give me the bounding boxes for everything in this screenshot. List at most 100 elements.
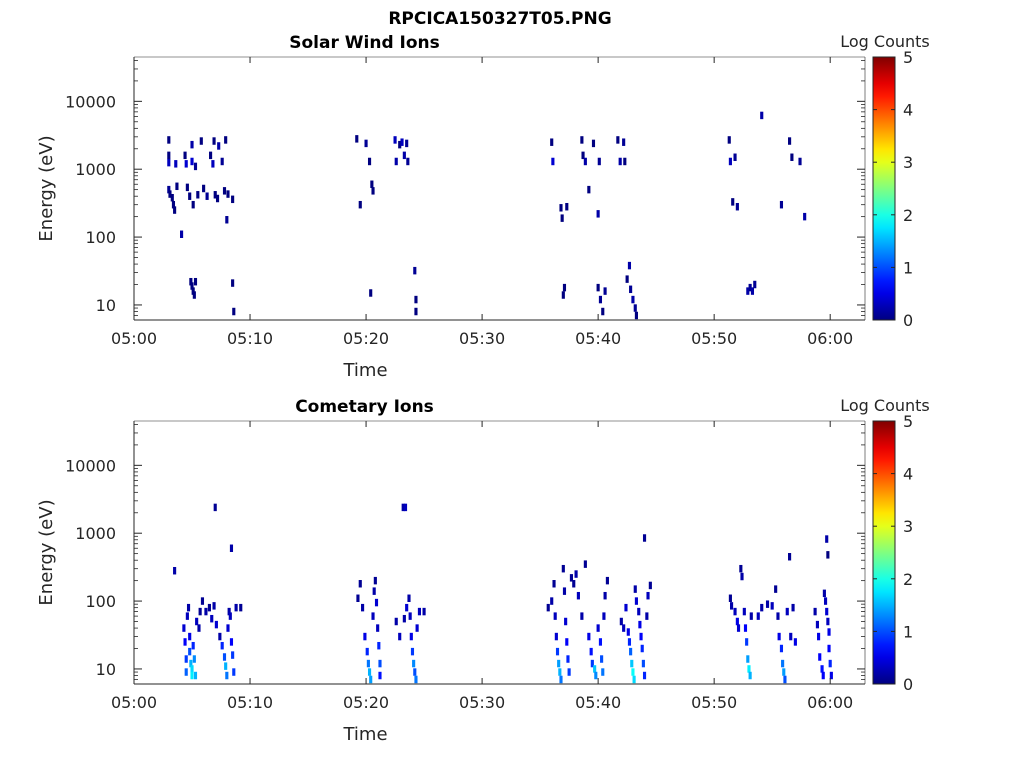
x-axis-label: Time: [342, 360, 387, 381]
colorbar-tick-label: 3: [903, 153, 913, 172]
figure-title: RPCICA150327T05.PNG: [388, 9, 611, 29]
heatmap-cell: [239, 603, 243, 612]
heatmap-cell: [234, 603, 238, 612]
heatmap-cell: [565, 202, 569, 211]
heatmap-cell: [560, 214, 564, 222]
heatmap-cell: [765, 600, 770, 608]
heatmap-cell: [600, 655, 604, 663]
heatmap-cell: [226, 624, 230, 632]
heatmap-cell: [624, 603, 628, 612]
heatmap-cell: [622, 624, 626, 632]
heatmap-cell: [184, 668, 188, 676]
heatmap-cell: [190, 140, 194, 149]
y-tick-label: 100: [85, 228, 116, 247]
heatmap-cell: [642, 671, 647, 680]
heatmap-cell: [198, 607, 202, 616]
heatmap-cell: [602, 612, 606, 620]
panel-title: Cometary Ions: [295, 397, 434, 417]
heatmap-cell: [633, 585, 637, 593]
heatmap-cell: [756, 612, 760, 620]
x-tick-label: 05:10: [227, 693, 273, 712]
x-tick-label: 05:30: [459, 693, 505, 712]
heatmap-cell: [412, 659, 416, 668]
x-tick-label: 05:00: [111, 693, 157, 712]
heatmap-cell: [225, 216, 229, 224]
heatmap-cell: [776, 612, 780, 620]
heatmap-cell: [167, 136, 171, 144]
heatmap-cell: [829, 671, 833, 680]
heatmap-cell: [193, 671, 198, 680]
heatmap-cell: [791, 603, 795, 612]
heatmap-cell: [167, 158, 171, 167]
heatmap-cell: [210, 614, 214, 623]
colorbar-tick-label: 4: [903, 101, 913, 120]
heatmap-cell: [590, 659, 594, 668]
heatmap-cell: [371, 187, 375, 195]
heatmap-cell: [562, 587, 567, 595]
heatmap-cell: [785, 607, 789, 616]
heatmap-cells: [173, 503, 833, 684]
heatmap-cell: [222, 653, 227, 661]
x-tick-label: 05:50: [691, 329, 737, 348]
heatmap-cell: [593, 665, 597, 673]
plot-area: [134, 57, 865, 320]
heatmap-cell: [405, 139, 409, 148]
colorbar-gradient: [872, 420, 896, 685]
heatmap-cell: [215, 194, 220, 203]
heatmap-cell: [626, 628, 630, 636]
heatmap-cell: [783, 675, 787, 684]
heatmap-cell: [191, 641, 195, 650]
heatmap-cell: [740, 572, 744, 581]
heatmap-cell: [204, 607, 208, 616]
heatmap-cell: [550, 597, 554, 605]
heatmap-cell: [185, 612, 189, 620]
heatmap-cell: [597, 157, 601, 166]
heatmap-cell: [825, 535, 829, 543]
heatmap-cell: [641, 659, 645, 668]
heatmap-cell: [170, 193, 174, 202]
heatmap-cell: [550, 138, 554, 146]
heatmap-cell: [205, 192, 209, 200]
heatmap-cell: [735, 202, 739, 211]
heatmap-cell: [817, 632, 821, 641]
heatmap-cell: [405, 603, 409, 612]
heatmap-cell: [190, 671, 194, 680]
heatmap-cell: [212, 137, 216, 145]
heatmap-cell: [558, 668, 562, 676]
heatmap-cell: [729, 602, 734, 610]
heatmap-cell: [400, 138, 404, 146]
heatmap-cell: [222, 187, 227, 195]
y-tick-label: 1000: [75, 160, 116, 179]
heatmap-cell: [566, 655, 570, 663]
heatmap-cell: [231, 279, 235, 287]
heatmap-cell: [361, 603, 365, 612]
heatmap-cell: [747, 665, 751, 673]
heatmap-cell: [409, 632, 413, 641]
heatmap-cell: [562, 283, 567, 292]
heatmap-cell: [189, 659, 193, 668]
heatmap-cell: [228, 612, 232, 620]
heatmap-cell: [413, 668, 417, 676]
heatmap-cell: [192, 291, 196, 299]
heatmap-cell: [627, 261, 632, 270]
heatmap-cell: [546, 603, 550, 612]
heatmap-cell: [173, 566, 177, 575]
heatmap-cell: [227, 607, 231, 616]
heatmap-cell: [402, 151, 406, 160]
heatmap-cell: [736, 624, 741, 632]
heatmap-cell: [173, 206, 177, 214]
y-tick-label: 10000: [65, 92, 116, 111]
heatmap-cell: [760, 111, 764, 120]
heatmap-cell: [781, 659, 785, 668]
heatmap-cell: [414, 675, 418, 684]
x-tick-label: 05:40: [575, 329, 621, 348]
heatmap-cell: [598, 638, 603, 646]
x-tick-label: 05:20: [343, 693, 389, 712]
heatmap-cell: [183, 638, 187, 646]
heatmap-cell: [417, 607, 422, 616]
y-tick-label: 10: [96, 296, 116, 315]
heatmap-cell: [232, 307, 236, 316]
heatmap-cell: [356, 594, 360, 602]
x-tick-label: 05:00: [111, 329, 157, 348]
